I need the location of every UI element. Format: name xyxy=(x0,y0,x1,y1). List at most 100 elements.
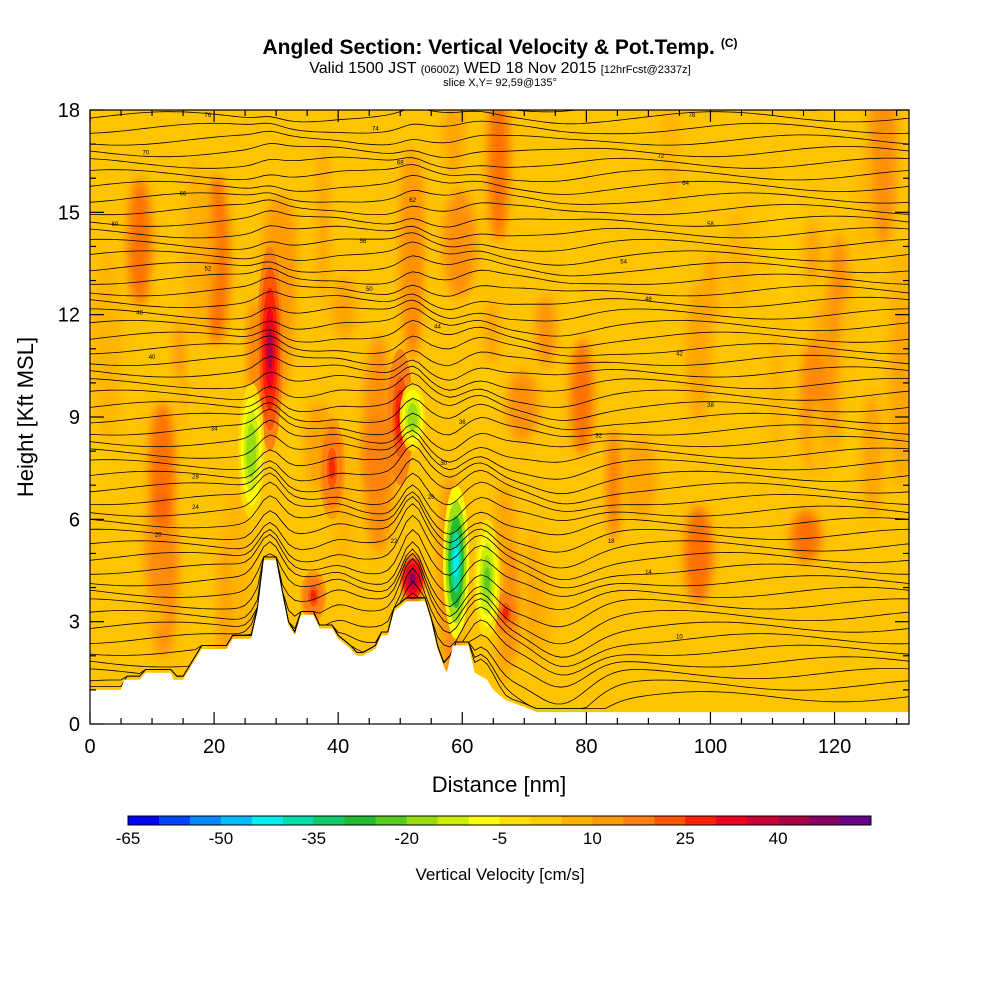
theta-contour xyxy=(90,556,909,645)
downdraft-cell xyxy=(484,567,491,591)
colorbar-swatch xyxy=(313,816,346,825)
x-tick-label: 80 xyxy=(575,736,597,758)
theta-contour xyxy=(90,556,909,667)
slice-info: slice X,Y= 92,59@135° xyxy=(443,77,557,89)
velocity-streak xyxy=(724,210,750,309)
updraft-cell xyxy=(266,328,273,370)
colorbar-labels: -65 -50 -35 -20 -5 10 25 40 xyxy=(116,829,788,848)
updraft-cell xyxy=(328,457,335,479)
theta-label: 10 xyxy=(676,635,683,641)
theta-label: 78 xyxy=(688,113,695,119)
y-axis-title: Height [Kft MSL] xyxy=(13,337,38,497)
downdraft-cell xyxy=(409,410,416,424)
velocity-streak xyxy=(144,491,178,608)
velocity-streak xyxy=(768,327,785,455)
theta-contour xyxy=(90,481,909,522)
theta-label: 52 xyxy=(205,266,212,272)
colorbar-tick-label: -20 xyxy=(394,829,419,848)
theta-label: 34 xyxy=(211,427,218,433)
velocity-streak xyxy=(443,110,464,175)
velocity-streak xyxy=(506,370,539,442)
x-axis-title: Distance [nm] xyxy=(432,772,567,797)
theta-contour xyxy=(90,130,909,146)
colorbar xyxy=(127,815,872,826)
chart-title-text: Angled Section: Vertical Velocity & Pot.… xyxy=(262,36,715,59)
theta-label: 28 xyxy=(192,474,199,480)
velocity-streak xyxy=(623,437,658,519)
theta-contour xyxy=(90,210,909,228)
theta-contour xyxy=(90,241,909,266)
velocity-streak xyxy=(476,361,502,413)
potential-temperature-contours xyxy=(90,110,909,709)
colorbar-swatch xyxy=(654,816,686,825)
theta-label: 40 xyxy=(149,355,156,361)
theta-contour xyxy=(90,199,909,216)
colorbar-tick-label: 40 xyxy=(769,829,788,848)
velocity-streak xyxy=(686,281,712,423)
theta-label: 42 xyxy=(676,352,683,358)
theta-label: 18 xyxy=(608,539,615,545)
theta-contour xyxy=(90,548,909,610)
colorbar-swatch xyxy=(468,816,500,825)
x-tick-labels: 0 20 40 60 80 100 120 xyxy=(84,736,851,758)
theta-contour xyxy=(90,372,909,408)
theta-contour xyxy=(90,495,909,553)
theta-label: 72 xyxy=(657,154,664,160)
theta-contour xyxy=(90,120,909,135)
contour-labels: 10 14 18 20 22 24 26 28 30 32 34 36 38 40 42 44 46 48 50 52… xyxy=(111,113,714,641)
velocity-streak xyxy=(525,529,540,660)
y-tick-label: 6 xyxy=(69,509,80,531)
colorbar-tick-label: -5 xyxy=(492,829,507,848)
theta-label: 74 xyxy=(372,126,379,132)
colorbar-tick-label: -35 xyxy=(301,829,326,848)
y-tick-label: 15 xyxy=(58,202,80,224)
velocity-streak xyxy=(607,428,620,541)
theta-label: 60 xyxy=(111,222,118,228)
colorbar-swatch xyxy=(375,816,407,825)
theta-label: 68 xyxy=(397,161,404,167)
theta-contour xyxy=(90,491,909,536)
theta-contour xyxy=(90,383,909,421)
theta-contour xyxy=(90,529,909,589)
theta-contour xyxy=(90,225,909,240)
colorbar-swatch xyxy=(685,816,717,825)
theta-contour xyxy=(90,552,909,628)
theta-label: 50 xyxy=(366,287,373,293)
colorbar-frame xyxy=(127,815,872,826)
subtitle-valid: Valid 1500 JST xyxy=(309,60,417,77)
colorbar-swatch xyxy=(437,816,469,825)
theta-label: 32 xyxy=(595,433,602,439)
colorbar-swatch xyxy=(189,816,222,825)
theta-label: 66 xyxy=(180,191,187,197)
velocity-streak xyxy=(768,163,802,312)
velocity-streak xyxy=(182,175,217,328)
theta-label: 30 xyxy=(440,461,447,467)
colorbar-tick-label: 25 xyxy=(676,829,695,848)
colorbar-swatch xyxy=(344,816,376,825)
theta-label: 76 xyxy=(205,113,212,119)
velocity-streak xyxy=(127,177,152,307)
theta-contour xyxy=(90,458,909,505)
velocity-streak xyxy=(404,156,424,238)
colorbar-swatch xyxy=(747,816,779,825)
theta-label: 58 xyxy=(707,222,714,228)
colorbar-swatch xyxy=(561,816,593,825)
theta-contour xyxy=(90,156,909,169)
velocity-streak xyxy=(790,510,822,562)
x-tick-label: 20 xyxy=(203,736,225,758)
theta-label: 44 xyxy=(434,324,441,330)
theta-label: 26 xyxy=(428,495,435,501)
velocity-streak xyxy=(836,292,858,491)
velocity-streak xyxy=(91,250,123,444)
colorbar-swatch xyxy=(840,816,872,825)
theta-contour xyxy=(90,556,909,658)
velocity-streak xyxy=(149,403,176,528)
theta-label: 36 xyxy=(459,420,466,426)
theta-contour xyxy=(90,429,909,463)
velocity-streak xyxy=(534,556,554,663)
colorbar-swatch xyxy=(623,816,655,825)
velocity-streak xyxy=(889,288,909,489)
velocity-streak xyxy=(684,505,714,603)
colorbar-tick-label: -50 xyxy=(209,829,234,848)
theta-contour xyxy=(90,255,909,277)
